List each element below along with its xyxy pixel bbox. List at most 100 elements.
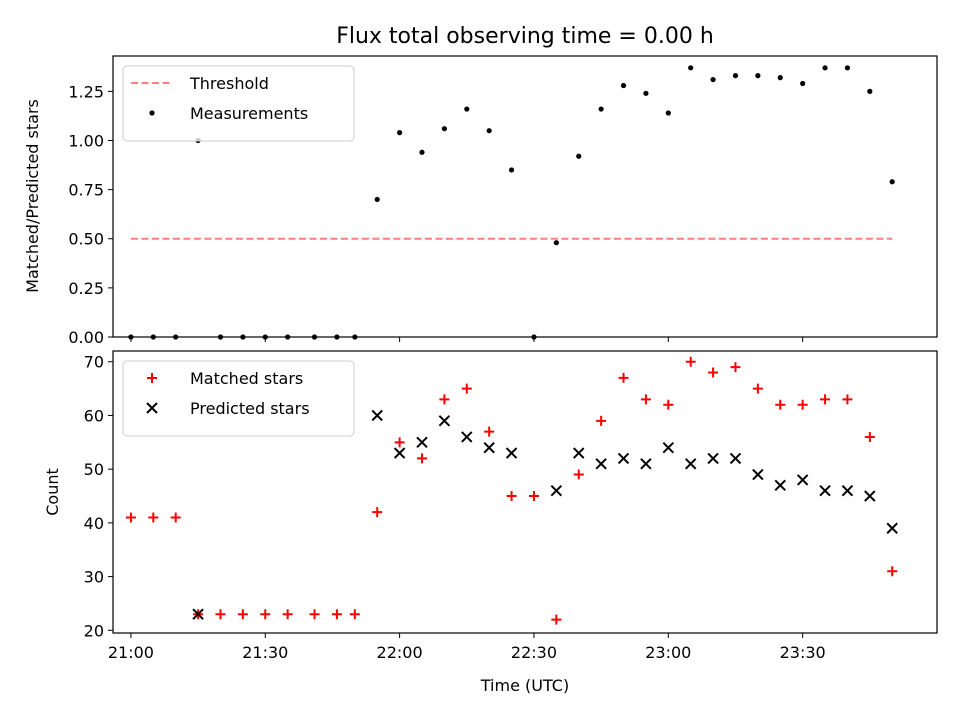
matched-stars-point [596,415,607,426]
matched-stars-point [685,356,696,367]
matched-stars-point [797,399,808,410]
matched-stars-point [528,491,539,502]
matched-stars-point [484,426,495,437]
matched-stars-point [640,394,651,405]
measurements-point [777,75,783,81]
matched-stars-point [551,614,562,625]
measurements-point [889,179,895,185]
x-axis-label: Time (UTC) [480,676,569,695]
matched-stars-point [864,431,875,442]
predicted-stars-legend-label: Predicted stars [190,399,310,418]
matched-stars-point [506,491,517,502]
count-y-tick-label: 40 [84,514,104,533]
matched-stars-point [887,566,898,577]
measurements-point [688,65,694,71]
measurements-point [441,126,447,132]
predicted-stars-point [371,409,383,422]
measurements-point [710,76,716,83]
measurements-point [867,88,873,94]
measurements-point [800,80,806,87]
count-y-axis-label: Count [43,468,62,516]
predicted-stars-point [595,458,607,470]
predicted-stars-point [819,484,831,497]
measurements-point [598,106,604,112]
measurements-point [844,65,851,71]
ratio-y-tick-label: 0.00 [68,328,104,347]
ratio-panel: 0.00 0.25 0.50 0.75 1.00 1.25 Matched/Predict… [23,55,938,347]
measurements-point [732,73,739,79]
predicted-stars-point [774,479,786,491]
matched-stars-point [820,394,831,405]
measurements-point [576,153,582,159]
predicted-stars-point [573,447,585,459]
matched-stars-point [282,609,293,620]
count-y-tick-label: 60 [84,406,104,425]
measurements-point [665,110,671,116]
matched-stars-point [394,437,405,448]
predicted-stars-point [416,436,428,449]
count-legend: Matched stars Predicted stars [122,360,355,437]
matched-stars-point [775,399,786,410]
count-x-tick-label: 21:00 [108,643,154,662]
predicted-stars-point [192,608,204,620]
measurements-point [486,128,492,134]
count-y-tick-label: 30 [84,568,104,587]
measurements-point [643,90,649,96]
matched-stars-point [573,469,584,480]
measurements-point [374,196,380,203]
matched-stars-point [125,512,136,523]
matched-stars-legend-swatch [147,373,157,383]
matched-stars-point [417,453,427,464]
ratio-y-tick-label: 0.75 [68,181,104,200]
predicted-stars-point [461,431,473,443]
predicted-stars-point [796,474,809,486]
matched-stars-point [260,609,271,620]
count-axes-frame [112,350,938,634]
count-plot-area: 20 30 40 50 60 70 21:00 21:30 22:00 22:30 23:00 23:… [84,350,938,662]
predicted-stars-point [505,447,518,459]
count-y-tick-label: 70 [84,353,104,372]
measurements-point [620,82,627,89]
measurements-legend-label: Measurements [190,104,308,123]
measurements-legend-swatch [149,110,155,116]
matched-stars-point [331,609,342,620]
matched-stars-point [349,609,360,620]
matched-stars-legend-label: Matched stars [190,369,303,388]
count-x-tick-label: 21:30 [242,643,288,662]
measurements-point [755,73,761,79]
predicted-stars-point [640,458,652,470]
matched-stars-point [752,383,763,394]
count-legend-box [122,360,355,437]
ratio-axes-frame [112,55,938,338]
predicted-stars-legend-swatch [146,402,158,414]
ratio-y-tick-label: 1.25 [68,82,104,101]
predicted-stars-point [886,522,898,534]
predicted-stars-point [729,452,742,465]
matched-stars-point [309,609,320,620]
predicted-stars-point [864,490,876,502]
matched-stars-point [170,512,181,523]
ratio-plot-area: 0.00 0.25 0.50 0.75 1.00 1.25 [68,55,938,347]
measurements-point [464,106,470,112]
predicted-stars-point [662,441,675,454]
matched-stars-point [842,394,853,405]
predicted-stars-point [684,458,697,470]
matched-stars-point [461,383,472,394]
count-x-tick-label: 22:00 [377,643,423,662]
matched-stars-point [148,512,159,523]
count-x-tick-label: 23:30 [780,643,826,662]
count-y-tick-label: 20 [84,621,104,640]
matched-stars-point [618,372,629,383]
count-panel: 20 30 40 50 60 70 21:00 21:30 22:00 22:30 23:00 23:… [43,350,938,662]
measurements-point [419,149,425,155]
ratio-legend: Threshold Measurements [122,65,355,142]
matched-stars-point [730,362,741,373]
matched-stars-point [372,507,383,518]
count-y-tick-label: 50 [84,460,104,479]
measurements-point [508,167,515,173]
predicted-stars-point [617,452,630,465]
threshold-legend-label: Threshold [189,74,269,93]
matched-stars-point [215,609,226,620]
ratio-y-tick-label: 1.00 [68,131,104,150]
matched-stars-point [708,367,719,378]
